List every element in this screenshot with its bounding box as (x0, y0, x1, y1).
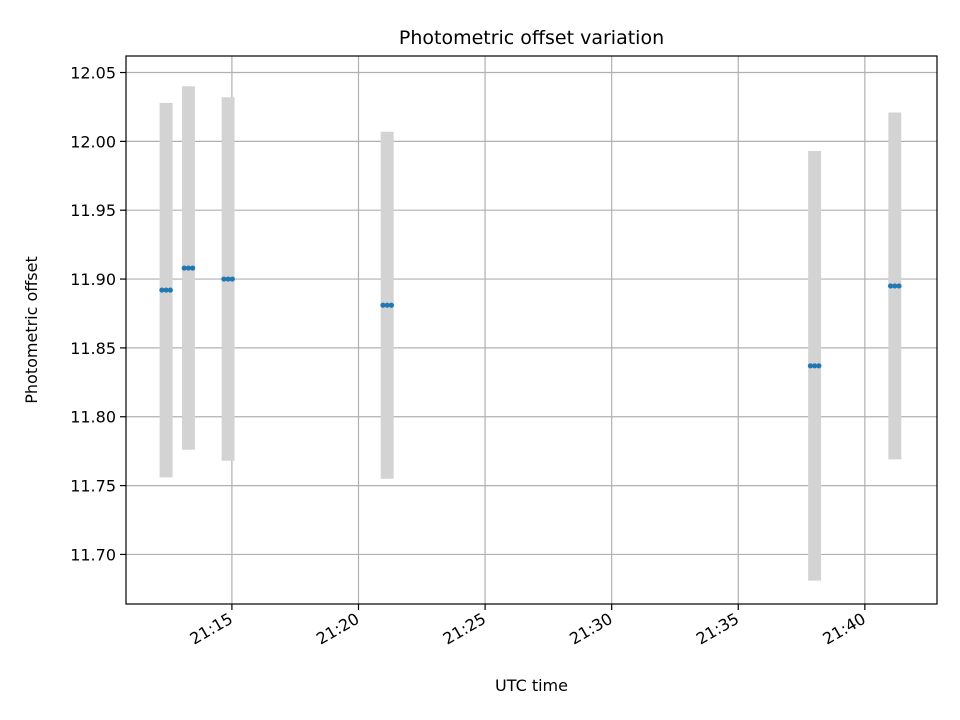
y-tick-label: 12.05 (70, 64, 116, 83)
plot-frame (125, 55, 938, 605)
data-point (181, 265, 187, 271)
data-point (384, 302, 390, 308)
data-point (159, 287, 165, 293)
y-axis-label: Photometric offset (22, 256, 41, 404)
y-tick-label: 11.70 (70, 545, 116, 564)
y-tick-label: 12.00 (70, 132, 116, 151)
data-point (190, 265, 196, 271)
plot-area (126, 56, 937, 604)
data-point (380, 302, 386, 308)
data-point (887, 283, 894, 289)
data-point (163, 287, 169, 293)
data-point (229, 276, 235, 282)
grid (126, 56, 937, 604)
data-point (185, 265, 192, 271)
data-points (159, 265, 902, 369)
data-point (807, 363, 814, 369)
data-point (812, 363, 818, 369)
y-tick-label: 11.95 (70, 201, 116, 220)
y-tick-label: 11.90 (70, 270, 116, 289)
data-point (388, 302, 395, 308)
x-axis-label: UTC time (495, 676, 568, 695)
data-point (816, 363, 822, 369)
chart-title: Photometric offset variation (399, 27, 664, 49)
data-point (225, 276, 231, 282)
y-tick-label: 11.80 (70, 408, 116, 427)
y-tick-label: 11.75 (70, 477, 116, 496)
data-point (892, 283, 898, 289)
y-tick-label: 11.85 (70, 339, 116, 358)
data-point (221, 276, 227, 282)
data-point (896, 283, 902, 289)
data-point (167, 287, 173, 293)
